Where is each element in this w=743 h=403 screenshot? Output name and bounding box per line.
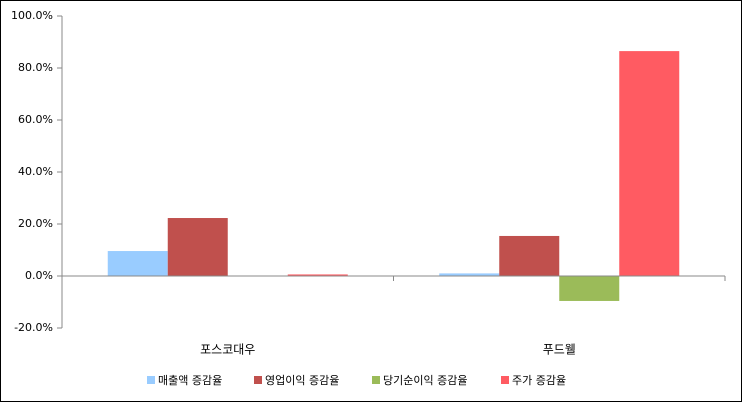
legend-label: 영업이익 증감율 [265, 374, 339, 387]
bar [167, 218, 228, 276]
y-tick-label: 40.0% [18, 165, 53, 178]
legend-swatch [501, 376, 509, 384]
y-tick-label: 80.0% [18, 61, 53, 74]
bar [107, 251, 168, 276]
legend-swatch [254, 376, 262, 384]
legend-swatch [372, 376, 380, 384]
y-tick-label: -20.0% [14, 321, 53, 334]
legend-label: 주가 증감율 [512, 374, 566, 387]
y-tick-label: 20.0% [18, 217, 53, 230]
y-tick-label: 100.0% [11, 9, 53, 22]
legend-label: 매출액 증감율 [158, 374, 222, 387]
bar [499, 235, 560, 276]
y-tick-label: 0.0% [25, 269, 53, 282]
bar [439, 273, 500, 276]
y-tick-label: 60.0% [18, 113, 53, 126]
legend-label: 당기순이익 증감율 [383, 374, 467, 387]
legend-swatch [147, 376, 155, 384]
x-tick-label: 푸드웰 [543, 343, 576, 357]
bar [287, 274, 348, 276]
x-tick-label: 포스코대우 [200, 343, 255, 357]
bar [619, 51, 680, 276]
bar [559, 276, 620, 301]
